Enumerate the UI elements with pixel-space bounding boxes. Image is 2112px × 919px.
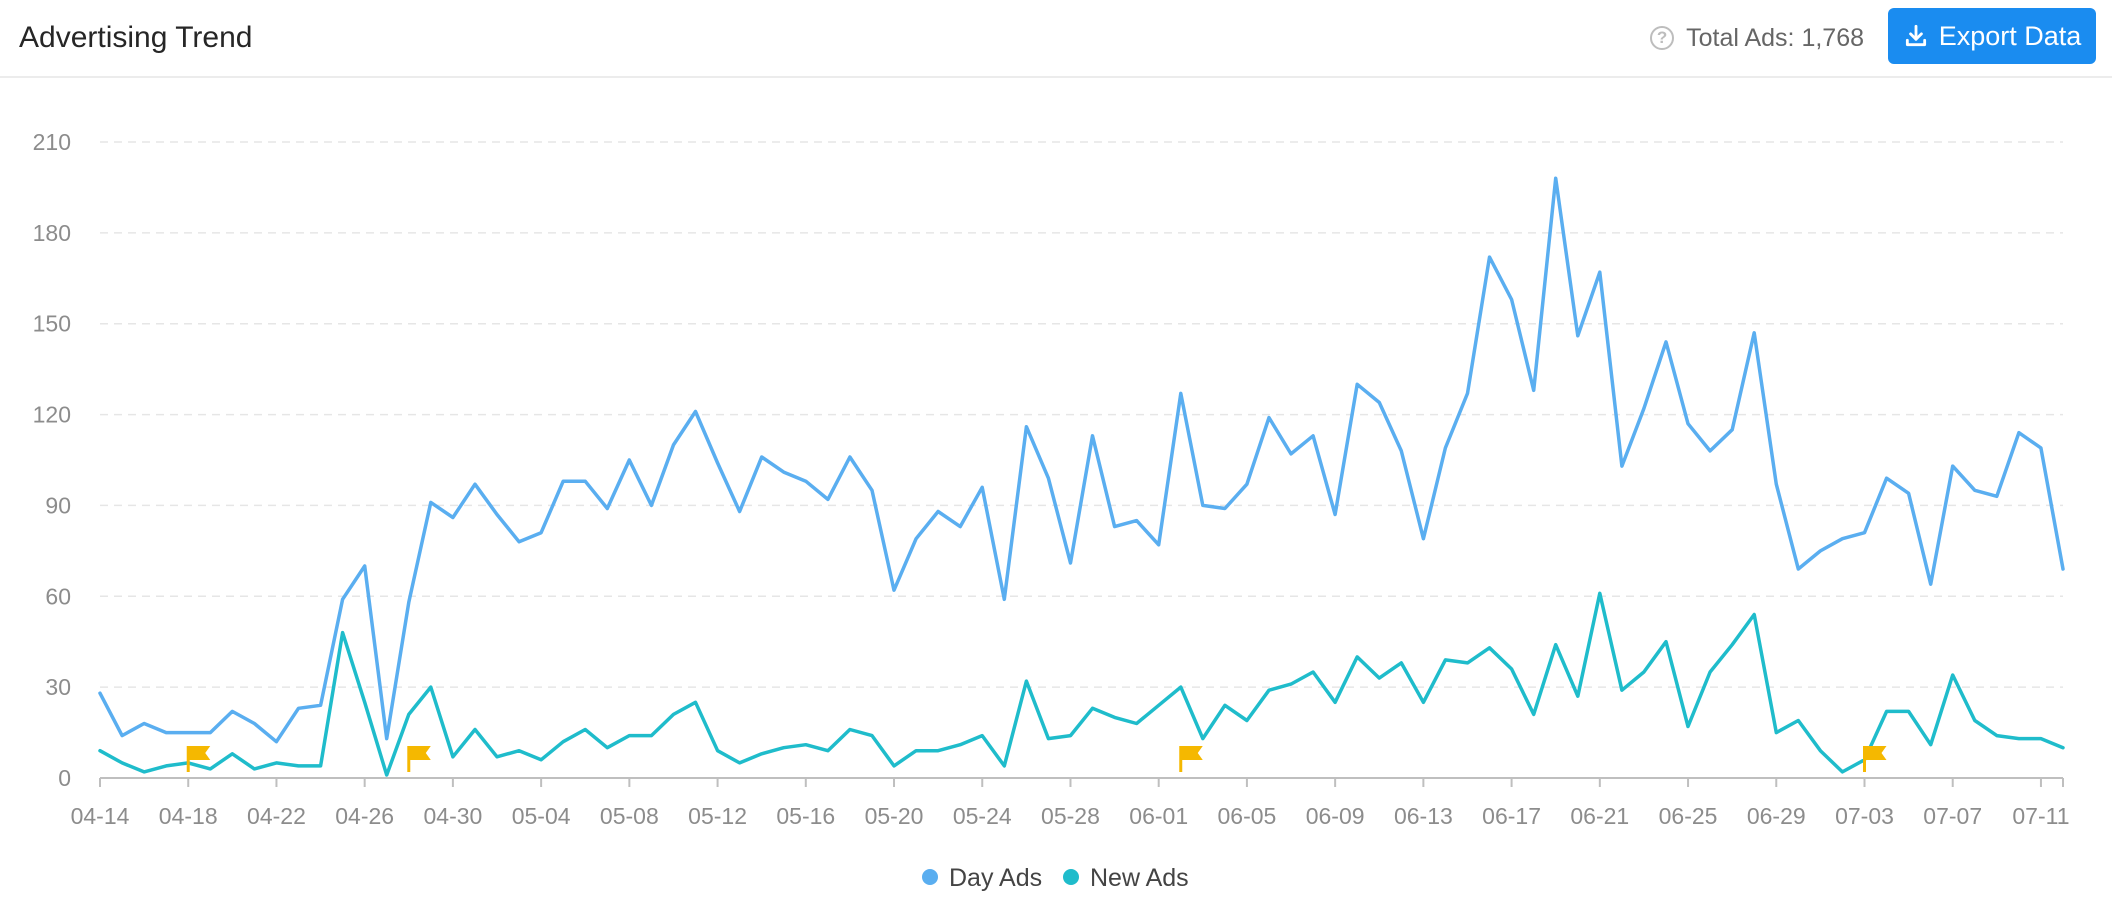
chart-legend: Day Ads New Ads [922,864,1189,892]
export-data-label: Export Data [1938,20,2082,51]
export-data-button[interactable]: Export Data [1888,8,2096,64]
x-tick-label: 04-18 [159,803,218,829]
x-tick-label: 06-25 [1659,803,1718,829]
x-tick-label: 05-28 [1041,803,1100,829]
x-axis: 04-14 04-18 04-22 04-26 04-30 05-04 05-08 05-12… [71,777,2070,829]
download-icon [1905,24,1926,47]
x-tick-label: 04-14 [71,803,130,829]
legend-item-new-ads[interactable]: New Ads [1063,864,1189,892]
x-tick-label: 06-29 [1747,803,1806,829]
y-tick-label: 120 [33,402,71,428]
x-tick-label: 05-12 [688,803,747,829]
chart-series [98,176,2065,777]
x-tick-label: 06-05 [1218,803,1277,829]
flag-icon[interactable] [1862,746,1887,772]
x-tick-label: 05-04 [512,803,571,829]
total-ads-info: ? Total Ads: 1,768 [1650,20,1864,56]
y-tick-label: 30 [45,674,71,700]
flag-icon[interactable] [1179,746,1203,772]
y-tick-label: 60 [45,583,71,609]
flag-icon[interactable] [186,746,211,772]
flag-icon[interactable] [407,746,431,772]
x-tick-label: 04-30 [423,803,482,829]
y-tick-label: 0 [58,765,71,791]
x-tick-label: 06-17 [1482,803,1541,829]
y-tick-label: 180 [33,220,71,246]
chart-grid [100,141,2063,688]
x-tick-label: 06-21 [1570,803,1629,829]
trend-line-chart: 0 30 60 90 120 150 180 210 04-14 04-18 04-22 04-26… [33,129,2070,892]
legend-item-day-ads[interactable]: Day Ads [922,864,1042,892]
x-tick-label: 05-08 [600,803,659,829]
y-tick-label: 210 [33,129,71,155]
x-tick-label: 06-09 [1306,803,1365,829]
y-tick-label: 90 [45,492,71,518]
series-line-new-ads[interactable] [98,591,2065,777]
x-tick-label: 07-03 [1835,803,1894,829]
panel-header: Advertising Trend ? Total Ads: 1,768 Exp… [0,0,2112,78]
legend-marker [922,869,938,885]
legend-marker [1063,869,1079,885]
x-tick-label: 05-20 [865,803,924,829]
x-tick-label: 07-11 [2012,803,2069,829]
x-tick-label: 04-22 [247,803,306,829]
chart-annotations [186,746,1887,772]
panel-title: Advertising Trend [19,21,253,54]
x-tick-label: 05-16 [776,803,835,829]
x-tick-label: 05-24 [953,803,1012,829]
total-ads-label: Total Ads: 1,768 [1686,24,1864,52]
legend-label: Day Ads [949,864,1042,892]
x-tick-label: 07-07 [1923,803,1982,829]
legend-label: New Ads [1090,864,1189,892]
x-tick-label: 06-13 [1394,803,1453,829]
x-tick-label: 06-01 [1129,803,1188,829]
question-circle-icon[interactable]: ? [1650,26,1675,50]
series-line-day-ads[interactable] [98,176,2065,744]
x-tick-label: 04-26 [335,803,394,829]
y-tick-label: 150 [33,311,71,337]
y-axis: 0 30 60 90 120 150 180 210 [33,129,71,791]
